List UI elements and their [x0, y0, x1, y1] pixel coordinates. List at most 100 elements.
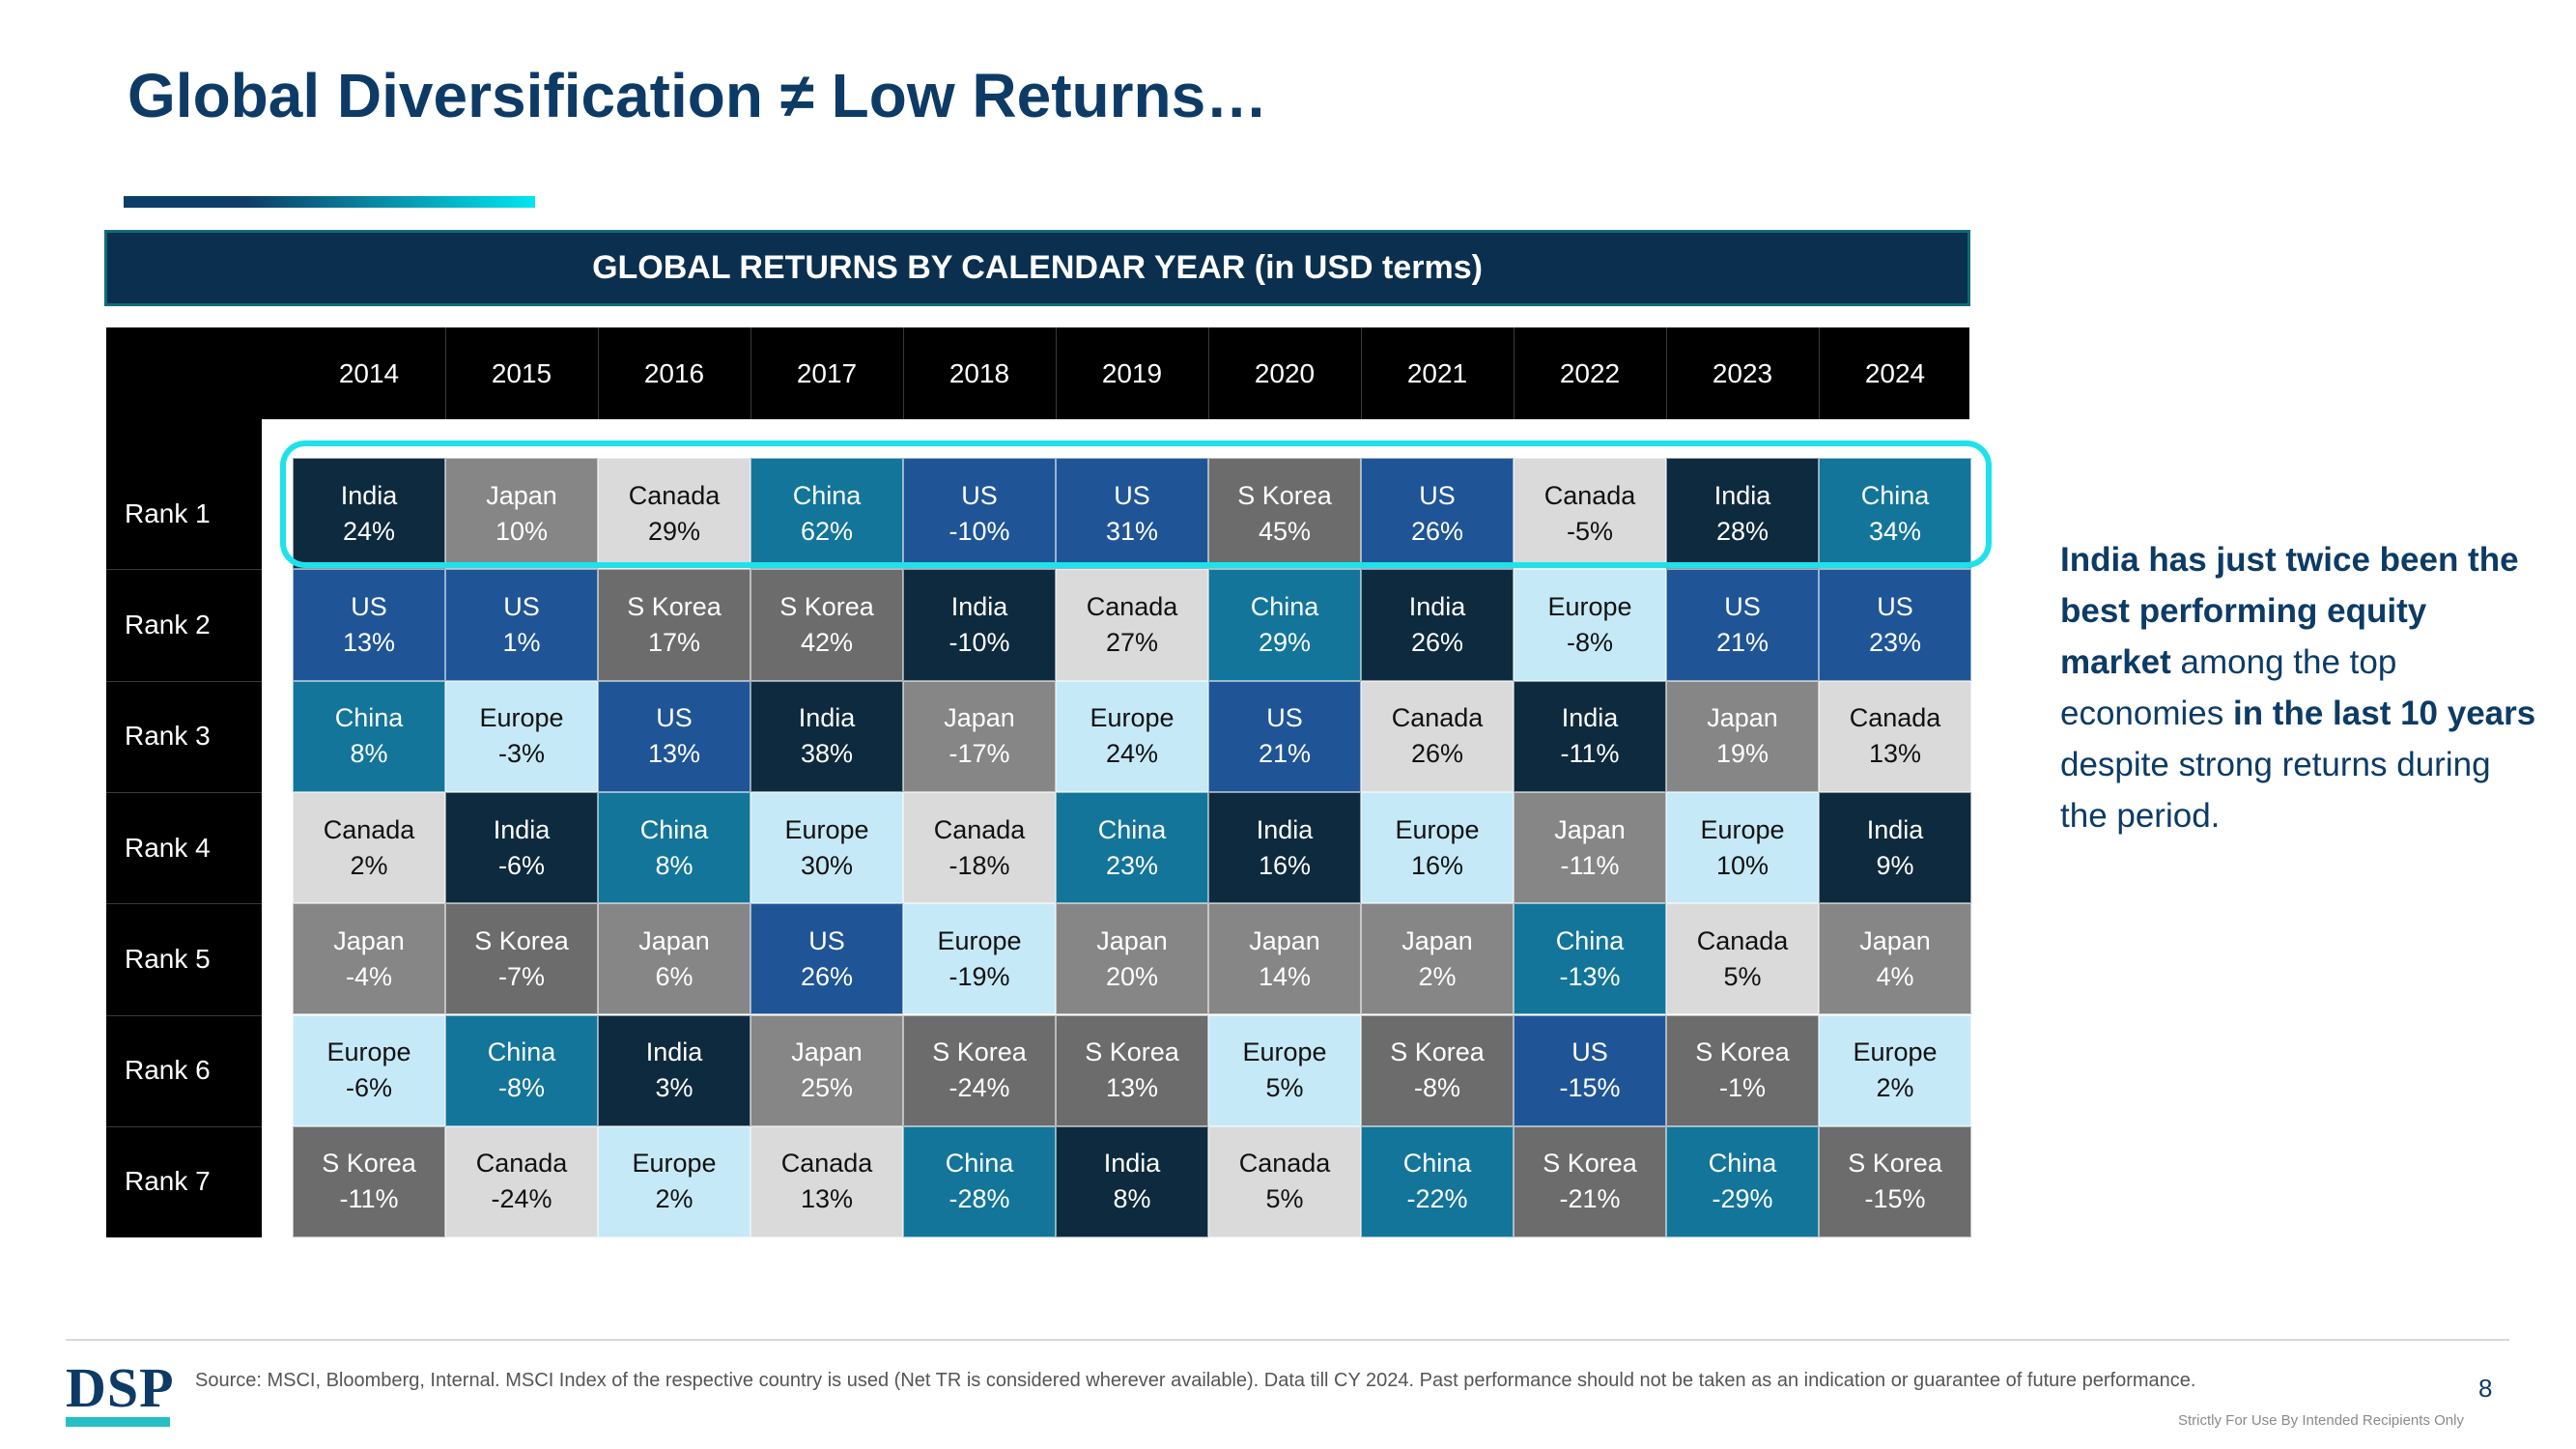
return-cell: Japan 4% — [1819, 903, 1971, 1015]
cell-return: 25% — [800, 1073, 854, 1103]
cell-country: India — [340, 480, 398, 510]
logo-underline — [66, 1417, 170, 1427]
cell-country: S Korea — [1695, 1037, 1790, 1067]
return-cell: Canada -5% — [1514, 458, 1666, 570]
cell-return: 38% — [800, 739, 854, 769]
rank-separator — [106, 1125, 262, 1127]
cell-return: 8% — [1113, 1184, 1151, 1214]
return-cell: India 16% — [1208, 791, 1361, 904]
cell-return: 28% — [1715, 516, 1769, 546]
cell-return: -5% — [1566, 516, 1613, 546]
cell-country: US — [1724, 591, 1761, 621]
cell-return: 34% — [1868, 516, 1922, 546]
cell-return: 20% — [1105, 961, 1159, 991]
source-note: Source: MSCI, Bloomberg, Internal. MSCI … — [195, 1370, 2196, 1391]
cell-return: 5% — [1265, 1073, 1304, 1103]
rank-separator — [106, 680, 262, 682]
rank-separator — [106, 569, 262, 571]
year-header-bar — [106, 327, 1969, 419]
cell-return: 13% — [647, 739, 701, 769]
return-cell: Japan 19% — [1666, 680, 1819, 792]
return-cell: Canada 5% — [1666, 903, 1819, 1015]
cell-return: 45% — [1258, 516, 1312, 546]
return-cell: Canada -24% — [445, 1125, 598, 1238]
return-cell: S Korea 42% — [750, 569, 903, 681]
return-cell: Europe -19% — [903, 903, 1056, 1015]
return-cell: India 9% — [1819, 791, 1971, 904]
return-cell: S Korea 13% — [1056, 1014, 1208, 1126]
cell-return: -6% — [345, 1073, 392, 1103]
cell-country: Europe — [937, 925, 1022, 955]
rank-separator — [106, 791, 262, 793]
return-cell: China 34% — [1819, 458, 1971, 570]
return-cell: S Korea -15% — [1819, 1125, 1971, 1238]
cell-return: 10% — [1715, 850, 1769, 880]
return-cell: China -8% — [445, 1014, 598, 1126]
cell-country: India — [645, 1037, 703, 1067]
cell-country: Canada — [780, 1149, 873, 1179]
rank-label-2: Rank 2 — [125, 609, 211, 639]
return-cell: India 26% — [1361, 569, 1514, 681]
cell-return: 26% — [1410, 516, 1464, 546]
return-cell: Japan 25% — [750, 1014, 903, 1126]
cell-return: -29% — [1712, 1184, 1773, 1214]
cell-country: China — [1402, 1149, 1472, 1179]
cell-country: Japan — [1707, 703, 1778, 733]
cell-return: 6% — [655, 961, 694, 991]
return-cell: India 28% — [1666, 458, 1819, 570]
cell-country: China — [487, 1037, 556, 1067]
rank-label-7: Rank 7 — [125, 1166, 211, 1197]
year-header-2017: 2017 — [796, 357, 858, 388]
return-cell: Europe -6% — [293, 1014, 445, 1126]
table-title: GLOBAL RETURNS BY CALENDAR YEAR (in USD … — [104, 230, 1970, 306]
cell-return: 2% — [655, 1184, 694, 1214]
cell-return: -13% — [1559, 961, 1621, 991]
rank-label-3: Rank 3 — [125, 721, 211, 752]
cell-country: Canada — [933, 814, 1026, 844]
cell-return: 19% — [1715, 739, 1769, 769]
cell-return: 62% — [800, 516, 854, 546]
cell-country: Canada — [1696, 925, 1789, 955]
year-header-2022: 2022 — [1559, 357, 1621, 388]
cell-return: 27% — [1105, 627, 1159, 657]
year-separator — [1056, 327, 1057, 419]
cell-return: 21% — [1258, 739, 1312, 769]
cell-return: 16% — [1258, 850, 1312, 880]
cell-country: China — [792, 480, 862, 510]
return-cell: S Korea -8% — [1361, 1014, 1514, 1126]
return-cell: China -13% — [1514, 903, 1666, 1015]
cell-return: 30% — [800, 850, 854, 880]
cell-country: US — [351, 591, 387, 621]
cell-return: 1% — [502, 627, 541, 657]
return-cell: US -15% — [1514, 1014, 1666, 1126]
return-cell: China 62% — [750, 458, 903, 570]
side-note: India has just twice been the best perfo… — [2060, 534, 2543, 841]
cell-country: India — [1408, 591, 1466, 621]
year-separator — [903, 327, 904, 419]
year-header-2020: 2020 — [1254, 357, 1316, 388]
cell-country: China — [334, 703, 404, 733]
return-cell: Europe 24% — [1056, 680, 1208, 792]
cell-return: 3% — [655, 1073, 694, 1103]
cell-return: -24% — [948, 1073, 1010, 1103]
return-cell: Europe 10% — [1666, 791, 1819, 904]
page-number: 8 — [2478, 1374, 2493, 1403]
cell-country: Europe — [1700, 814, 1785, 844]
cell-return: -18% — [948, 850, 1010, 880]
side-note-emphasis-2: in the last 10 years — [2232, 695, 2536, 732]
return-cell: US 21% — [1666, 569, 1819, 681]
return-cell: S Korea -21% — [1514, 1125, 1666, 1238]
cell-return: 31% — [1105, 516, 1159, 546]
return-cell: China 8% — [293, 680, 445, 792]
cell-return: 29% — [647, 516, 701, 546]
cell-country: US — [1114, 480, 1150, 510]
cell-return: -24% — [491, 1184, 552, 1214]
return-cell: Europe 5% — [1208, 1014, 1361, 1126]
cell-return: 8% — [350, 739, 388, 769]
cell-country: Europe — [1547, 591, 1632, 621]
cell-return: 24% — [1105, 739, 1159, 769]
return-cell: US 26% — [1361, 458, 1514, 570]
cell-country: US — [1266, 703, 1303, 733]
year-header-2015: 2015 — [491, 357, 552, 388]
cell-return: -22% — [1406, 1184, 1468, 1214]
